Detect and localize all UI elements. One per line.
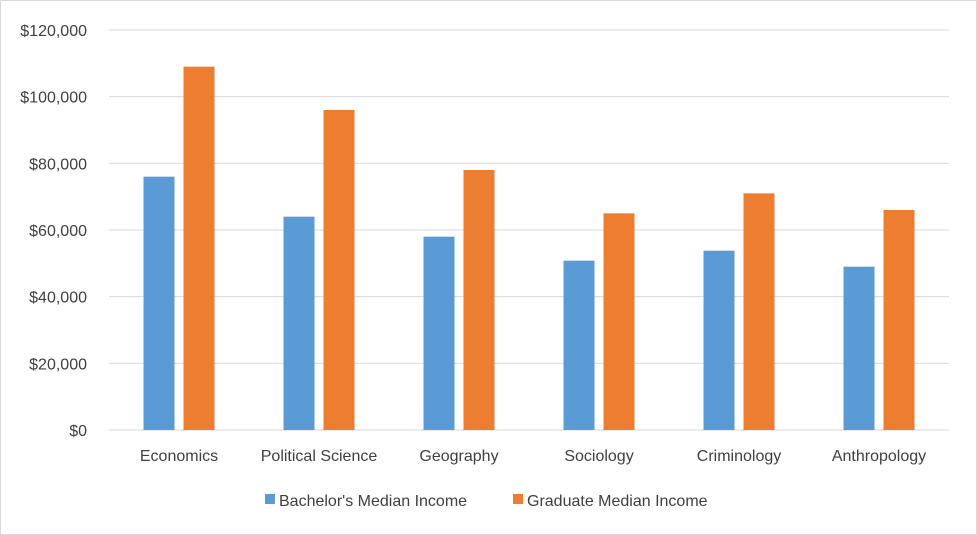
y-tick-label: $120,000: [20, 23, 87, 40]
bar-graduate-sociology: [603, 213, 635, 430]
bar-graduate-political-science: [323, 110, 355, 430]
legend-label: Graduate Median Income: [527, 493, 708, 510]
legend-swatch: [265, 494, 275, 504]
x-tick-label: Economics: [140, 448, 218, 465]
y-tick-label: $40,000: [29, 290, 87, 307]
y-tick-label: $100,000: [20, 90, 87, 107]
bar-graduate-criminology: [743, 193, 775, 430]
y-tick-label: $0: [69, 423, 87, 440]
y-tick-label: $20,000: [29, 356, 87, 373]
bar-bachelors-anthropology: [843, 266, 875, 430]
x-axis-ticks: Economics Political Science Geography Socio…: [140, 448, 926, 465]
x-tick-label: Political Science: [261, 448, 378, 465]
bar-graduate-geography: [463, 170, 495, 430]
gridlines: [109, 29, 949, 431]
bar-graduate-economics: [183, 66, 215, 431]
y-tick-label: $60,000: [29, 223, 87, 240]
legend: Bachelor's Median Income Graduate Median …: [265, 493, 708, 510]
y-axis-ticks: $0 $20,000 $40,000 $60,000 $80,000 $100,000 $1…: [20, 23, 87, 440]
bar-bachelors-political-science: [283, 216, 315, 430]
x-tick-label: Anthropology: [832, 448, 926, 465]
x-tick-label: Geography: [419, 448, 498, 465]
bar-bachelors-criminology: [703, 250, 735, 430]
bar-bachelors-sociology: [563, 260, 595, 430]
bar-graduate-anthropology: [883, 210, 915, 430]
x-tick-label: Criminology: [697, 448, 781, 465]
legend-swatch: [513, 494, 523, 504]
y-tick-label: $80,000: [29, 156, 87, 173]
bar-bachelors-geography: [423, 236, 455, 430]
x-tick-label: Sociology: [564, 448, 633, 465]
legend-label: Bachelor's Median Income: [279, 493, 467, 510]
bar-bachelors-economics: [143, 176, 175, 430]
bars: [143, 66, 915, 431]
